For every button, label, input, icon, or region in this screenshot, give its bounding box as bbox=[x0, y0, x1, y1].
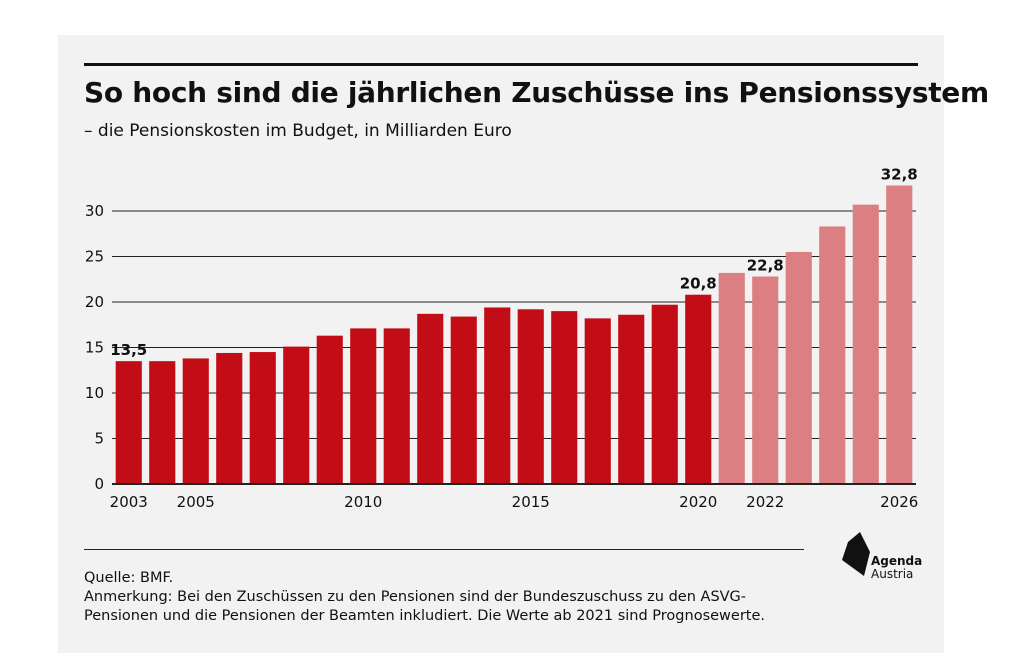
x-tick-label: 2003 bbox=[110, 493, 148, 511]
bar bbox=[316, 335, 343, 484]
bar bbox=[350, 328, 377, 484]
bar bbox=[551, 311, 578, 484]
bar bbox=[450, 316, 477, 484]
bar bbox=[685, 294, 712, 484]
note-line-2: Pensionen und die Pensionen der Beamten … bbox=[84, 608, 765, 624]
bar bbox=[618, 314, 645, 484]
y-tick-label: 20 bbox=[85, 293, 104, 311]
x-tick-label: 2015 bbox=[512, 493, 550, 511]
source-rule bbox=[84, 549, 804, 550]
y-tick-label: 25 bbox=[85, 248, 104, 266]
y-tick-label: 5 bbox=[94, 430, 104, 448]
y-tick-label: 30 bbox=[85, 202, 104, 220]
logo-text-line1: Agenda bbox=[871, 554, 923, 568]
bar bbox=[283, 346, 310, 484]
bar bbox=[149, 361, 176, 484]
y-tick-label: 0 bbox=[94, 475, 104, 493]
source-text: Quelle: BMF. bbox=[84, 570, 174, 586]
note-line-1: Anmerkung: Bei den Zuschüssen zu den Pen… bbox=[84, 589, 747, 605]
data-label: 20,8 bbox=[680, 275, 717, 293]
data-label: 13,5 bbox=[110, 341, 147, 359]
bar bbox=[115, 361, 142, 484]
data-label: 22,8 bbox=[747, 257, 784, 275]
data-label: 32,8 bbox=[881, 166, 918, 184]
bar bbox=[417, 313, 444, 484]
x-tick-label: 2020 bbox=[679, 493, 717, 511]
bar bbox=[182, 358, 209, 484]
bar bbox=[651, 304, 678, 484]
bar bbox=[886, 185, 913, 484]
y-tick-label: 15 bbox=[85, 339, 104, 357]
bar bbox=[819, 226, 846, 484]
logo-text-line2: Austria bbox=[871, 567, 914, 581]
bar bbox=[718, 272, 745, 484]
x-tick-label: 2022 bbox=[746, 493, 784, 511]
chart-subtitle: – die Pensionskosten im Budget, in Milli… bbox=[84, 121, 512, 141]
bar bbox=[249, 352, 276, 484]
x-tick-label: 2026 bbox=[880, 493, 918, 511]
bar bbox=[852, 204, 879, 484]
agenda-austria-logo-icon bbox=[842, 532, 870, 576]
x-tick-label: 2005 bbox=[177, 493, 215, 511]
bar bbox=[785, 251, 812, 484]
bar bbox=[752, 276, 779, 484]
bar bbox=[517, 309, 544, 484]
top-rule bbox=[84, 63, 918, 66]
y-tick-label: 10 bbox=[85, 384, 104, 402]
x-tick-label: 2010 bbox=[344, 493, 382, 511]
chart-title: So hoch sind die jährlichen Zuschüsse in… bbox=[84, 76, 989, 109]
bar bbox=[584, 318, 611, 484]
bar bbox=[216, 352, 243, 484]
bar bbox=[484, 307, 511, 484]
bar bbox=[383, 328, 410, 484]
